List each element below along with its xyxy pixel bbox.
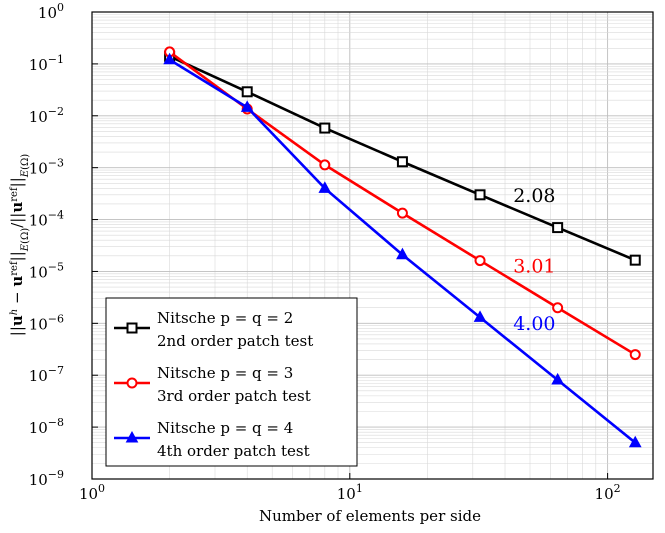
slope-label: 3.01 <box>513 256 555 278</box>
data-point <box>241 86 253 98</box>
legend-sublabel: 2nd order patch test <box>157 332 313 350</box>
legend-entry: Nitsche p = q = 2 2nd order patch test <box>114 309 313 350</box>
data-point <box>319 159 331 171</box>
x-tick-label: 100 <box>79 482 105 503</box>
data-point <box>629 254 641 266</box>
slope-label: 2.08 <box>513 185 555 207</box>
data-point <box>628 435 642 448</box>
legend-label: Nitsche p = q = 2 <box>157 309 293 327</box>
y-tick-label: 10−9 <box>29 468 64 489</box>
y-tick-label: 10−7 <box>29 364 64 385</box>
y-tick-label: 10−8 <box>29 416 64 437</box>
svg-text:||uh − uref||E(Ω)/||uref||E(Ω): ||uh − uref||E(Ω)/||uref||E(Ω) <box>8 154 31 337</box>
legend-entry: Nitsche p = q = 3 3rd order patch test <box>114 364 311 405</box>
data-point <box>163 52 176 65</box>
axis-ticks: 100 101 102 100 10−1 10−2 10−3 10−4 10−5 10−6 10−7… <box>29 1 621 503</box>
y-tick-label: 10−3 <box>29 157 64 178</box>
data-point <box>318 181 332 193</box>
data-point <box>240 100 254 112</box>
data-point <box>473 310 487 322</box>
y-tick-label: 10−6 <box>29 312 64 333</box>
slope-label: 4.00 <box>513 313 555 335</box>
data-point <box>319 122 331 134</box>
x-axis-label: Number of elements per side <box>259 507 481 525</box>
legend-marker <box>126 377 138 389</box>
data-point <box>552 222 564 234</box>
legend-label: Nitsche p = q = 3 <box>157 364 293 382</box>
grid <box>91 11 653 480</box>
x-tick-label: 102 <box>595 482 621 503</box>
y-tick-label: 10−2 <box>29 105 64 126</box>
data-point <box>551 372 564 385</box>
legend-entry: Nitsche p = q = 4 4th order patch test <box>114 419 310 460</box>
data-point <box>474 189 486 201</box>
data-point <box>396 156 408 168</box>
y-tick-label: 10−5 <box>29 260 64 281</box>
y-tick-label: 100 <box>38 1 64 22</box>
data-point <box>629 349 641 361</box>
plot-frame <box>91 11 654 480</box>
legend-marker <box>126 322 138 334</box>
data-point <box>552 302 564 314</box>
data-point <box>396 247 409 260</box>
y-axis-label: ||uh − uref||E(Ω)/||uref||E(Ω) <box>8 154 31 337</box>
y-tick-label: 10−1 <box>29 53 64 74</box>
slope-annotations: 2.08 3.01 4.00 <box>513 185 555 335</box>
legend-sublabel: 4th order patch test <box>157 442 310 460</box>
series-2 <box>164 50 641 266</box>
x-tick-label: 101 <box>337 482 363 503</box>
series-group <box>163 46 642 448</box>
data-point <box>474 255 486 267</box>
legend-marker <box>125 430 139 443</box>
y-tick-label: 10−4 <box>29 209 64 230</box>
legend-label: Nitsche p = q = 4 <box>157 419 293 437</box>
series-4 <box>163 52 642 448</box>
data-point <box>396 207 408 219</box>
legend-sublabel: 3rd order patch test <box>157 387 311 405</box>
